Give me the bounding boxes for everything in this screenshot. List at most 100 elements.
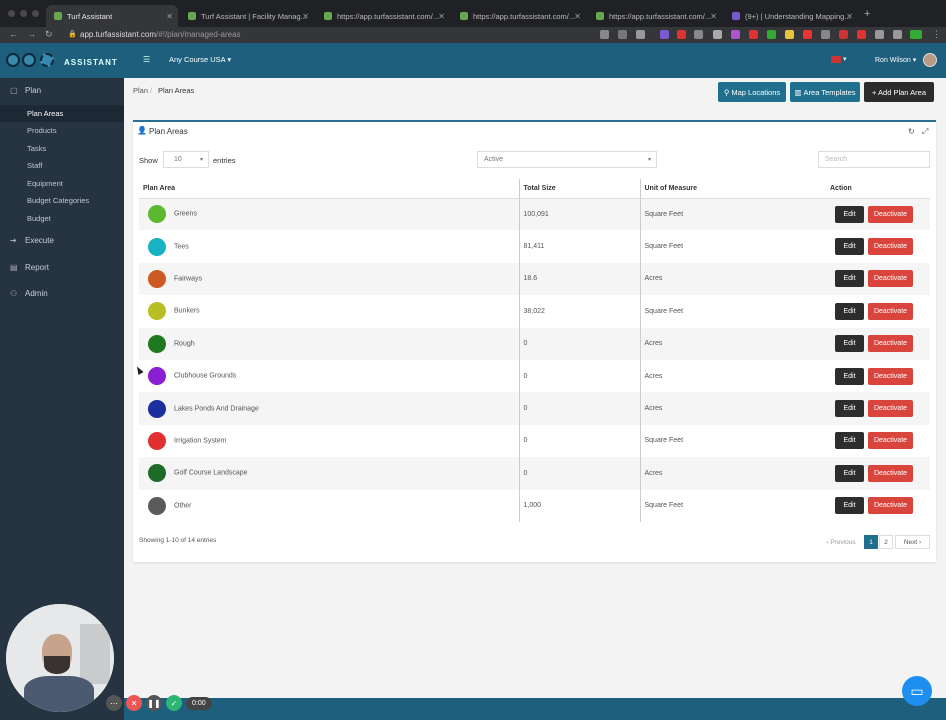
deactivate-button[interactable]: Deactivate [868,270,913,288]
previous-page-button[interactable]: ‹ Previous [826,538,856,546]
sidebar-item-products[interactable]: Products [27,126,57,135]
sidebar-item-tasks[interactable]: Tasks [27,144,47,153]
new-tab-icon[interactable]: + [864,8,871,20]
edit-button[interactable]: Edit [835,464,864,482]
close-tab-icon[interactable]: ✕ [438,11,445,21]
table-row: Tees 81,411 Square Feet Edit Deactivate [139,230,930,263]
close-tab-icon[interactable]: ✕ [166,11,173,21]
column-header-total-size[interactable]: Total Size [518,179,640,199]
close-tab-icon[interactable]: ✕ [846,11,853,21]
sidebar-item-budget[interactable]: Budget [27,214,51,223]
language-flag-icon[interactable] [831,56,841,63]
edit-button[interactable]: Edit [835,367,864,385]
deactivate-button[interactable]: Deactivate [868,464,913,482]
browser-tab[interactable]: https://app.turfassistant.com/... ✕ [452,5,586,27]
refresh-icon[interactable]: ↻ [908,127,915,136]
close-tab-icon[interactable]: ✕ [710,11,717,21]
more-icon[interactable]: ⋯ [106,695,122,711]
column-header-unit[interactable]: Unit of Measure [639,179,826,199]
close-icon[interactable]: ✕ [126,695,142,711]
back-icon[interactable]: ← [9,29,18,39]
action-cell: Edit Deactivate [826,295,930,327]
search-input[interactable]: Search [818,151,930,168]
user-menu[interactable]: Ron Wilson ▾ [875,57,917,64]
browser-tab[interactable]: https://app.turfassistant.com/... ✕ [316,5,450,27]
edit-button[interactable]: Edit [835,238,864,256]
extension-icon[interactable] [803,30,812,39]
next-page-button[interactable]: Next › [895,535,930,549]
browser-menu-icon[interactable]: ⋮ [932,29,941,39]
reload-icon[interactable]: ↻ [45,29,53,39]
map-locations-button[interactable]: ⚲ Map Locations [718,82,786,102]
edit-button[interactable]: Edit [835,497,864,515]
edit-button[interactable]: Edit [835,270,864,288]
browser-tab[interactable]: (9+) | Understanding Mapping... ✕ [724,5,858,27]
edit-button[interactable]: Edit [835,302,864,320]
menu-toggle-icon[interactable]: ☰ [143,55,151,64]
extension-icon[interactable] [677,30,686,39]
extension-icon[interactable] [767,30,776,39]
plan-area-cell: Tees [139,230,519,262]
add-plan-area-button[interactable]: + Add Plan Area [864,82,934,102]
browser-tab[interactable]: Turf Assistant ✕ [46,5,178,27]
column-header-plan-area[interactable]: Plan Area [139,179,519,199]
browser-tab[interactable]: https://app.turfassistant.com/... ✕ [588,5,722,27]
language-dropdown-caret[interactable]: ▾ [843,56,847,63]
extension-icon[interactable] [821,30,830,39]
extension-icon[interactable] [893,30,902,39]
area-color-swatch [148,367,166,386]
unit-cell: Square Feet [639,230,826,263]
deactivate-button[interactable]: Deactivate [868,205,913,223]
edit-button[interactable]: Edit [835,432,864,450]
deactivate-button[interactable]: Deactivate [868,400,913,418]
entries-select[interactable]: 10 ▾ [163,151,209,168]
sidebar-item-plan-areas[interactable]: Plan Areas [27,109,64,118]
deactivate-button[interactable]: Deactivate [868,367,913,385]
page-2-button[interactable]: 2 [879,535,893,549]
chat-icon[interactable]: ▭ [902,676,932,706]
close-tab-icon[interactable]: ✕ [574,11,581,21]
turf-assistant-logo[interactable]: ASSISTANT [6,49,118,73]
extension-icon[interactable] [785,30,794,39]
deactivate-button[interactable]: Deactivate [868,432,913,450]
browser-tab[interactable]: Turf Assistant | Facility Manag... ✕ [180,5,314,27]
extension-icon[interactable] [749,30,758,39]
deactivate-button[interactable]: Deactivate [868,302,913,320]
deactivate-button[interactable]: Deactivate [868,497,913,515]
edit-button[interactable]: Edit [835,335,864,353]
close-tab-icon[interactable]: ✕ [302,11,309,21]
deactivate-button[interactable]: Deactivate [868,335,913,353]
extension-icon[interactable] [660,30,669,39]
forward-icon[interactable]: → [27,29,36,39]
extension-icon[interactable] [839,30,848,39]
extension-icon[interactable] [910,30,922,39]
extension-icon[interactable] [694,30,703,39]
location-icon[interactable] [600,30,609,39]
expand-icon[interactable]: ⤢ [922,127,929,136]
breadcrumb-root[interactable]: Plan [133,86,149,95]
extension-icon[interactable] [731,30,740,39]
avatar[interactable] [923,53,937,67]
check-icon[interactable]: ✓ [166,695,182,711]
url-field[interactable]: 🔒 app.turfassistant.com/#!/plan/managed-… [66,28,626,42]
edit-button[interactable]: Edit [835,205,864,223]
sidebar-item-equipment[interactable]: Equipment [27,179,63,188]
area-color-swatch [148,464,166,483]
edit-button[interactable]: Edit [835,400,864,418]
star-icon[interactable] [636,30,645,39]
pause-icon[interactable]: ❚❚ [146,695,162,711]
window-zoom-dot[interactable] [32,10,39,17]
extension-icon[interactable] [857,30,866,39]
area-templates-button[interactable]: ▥ Area Templates [790,82,860,102]
deactivate-button[interactable]: Deactivate [868,238,913,256]
sidebar-item-staff[interactable]: Staff [27,161,43,170]
extension-icon[interactable] [713,30,722,39]
page-1-button[interactable]: 1 [864,535,878,549]
status-filter-select[interactable]: Active ▾ [477,151,657,168]
extension-icon[interactable] [875,30,884,39]
sidebar-item-budget-categories[interactable]: Budget Categories [27,196,90,205]
course-selector[interactable]: Any Course USA ▾ [169,55,232,64]
window-close-dot[interactable] [8,10,15,17]
camera-icon[interactable] [618,30,627,39]
window-minimize-dot[interactable] [20,10,27,17]
